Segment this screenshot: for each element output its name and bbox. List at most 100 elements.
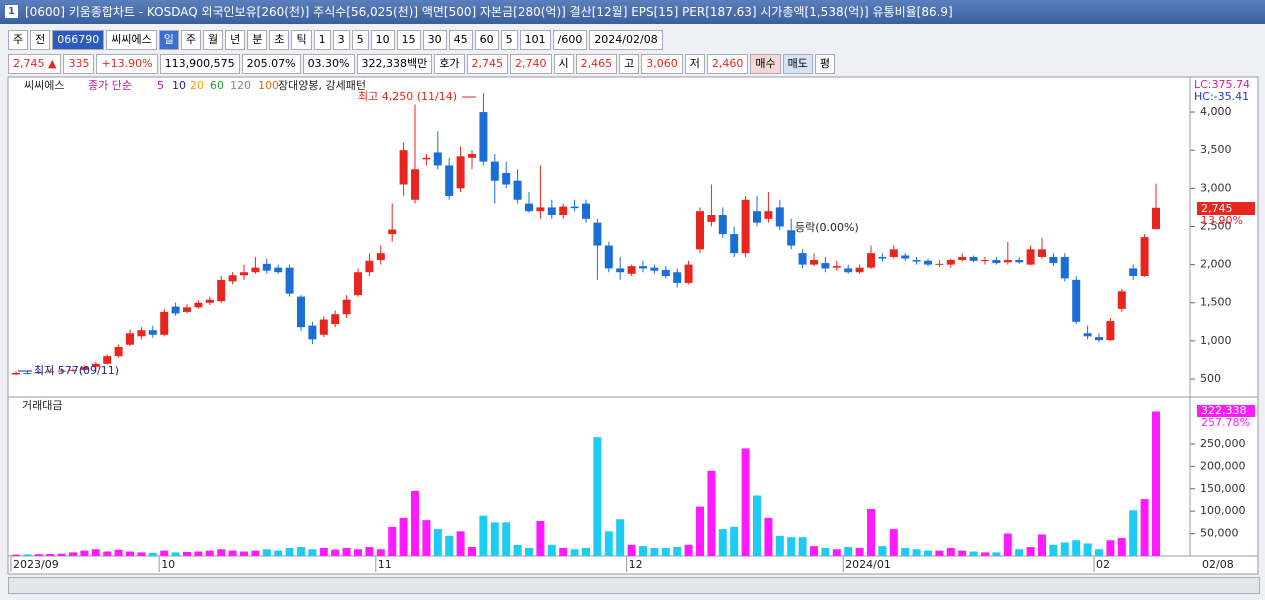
toolbar-button[interactable]: 일 (158, 30, 179, 50)
info-field[interactable]: 매도 (782, 54, 813, 74)
x-tick-label: 11 (378, 558, 392, 571)
candle-body (604, 245, 613, 269)
candle-body (57, 370, 66, 372)
volume-bar (844, 547, 853, 556)
toolbar-button[interactable]: 10 (370, 30, 395, 50)
legend-entry: 60 (210, 79, 224, 92)
info-field: 03.30% (302, 54, 355, 74)
info-field: 2,465 (575, 54, 618, 74)
info-field: 2,745 ▲ (8, 54, 62, 74)
toolbar-button[interactable]: 초 (269, 30, 290, 50)
candle-body (810, 260, 818, 265)
panel-title: 거래대금 (22, 399, 62, 412)
candle-body (103, 356, 112, 364)
candle-body (251, 267, 260, 273)
candle-body (650, 267, 659, 271)
legend-entry: 10 (172, 79, 186, 92)
candle-body (912, 260, 921, 262)
candle-body (1095, 337, 1103, 341)
volume-bar (274, 550, 283, 556)
x-end-label: 02/08 (1202, 558, 1234, 571)
candle-body (490, 161, 499, 181)
toolbar-button[interactable]: 45 (448, 30, 473, 50)
volume-bar (205, 550, 214, 556)
volume-bar (1106, 540, 1115, 556)
toolbar-button[interactable]: 60 (474, 30, 499, 50)
volume-bar (91, 549, 100, 556)
candle-body (479, 112, 488, 162)
title-bar: 1 [0600] 키움종합차트 - KOSDAQ 외국인보유[260(천)] 주식… (0, 0, 1265, 24)
app-icon: 1 (5, 5, 18, 18)
toolbar-button[interactable]: 5 (351, 30, 369, 50)
candle-body (1083, 333, 1092, 337)
volume-bar (297, 547, 305, 556)
toolbar-button[interactable]: 066790 (52, 30, 105, 50)
toolbar-button[interactable]: 월 (202, 30, 224, 50)
toolbar-button[interactable]: 15 (396, 30, 421, 50)
volume-bar (1095, 549, 1103, 556)
toolbar-button[interactable]: 5 (500, 30, 518, 50)
candle-body (1026, 249, 1035, 265)
volume-bar (684, 544, 693, 556)
candle-body (753, 211, 761, 223)
toolbar-button[interactable]: 주 (180, 30, 201, 50)
y-tick-label: 250,000 (1200, 437, 1246, 450)
toolbar-button[interactable]: 1 (313, 30, 331, 50)
toolbar-button[interactable]: 101 (519, 30, 551, 50)
volume-bar (889, 529, 898, 556)
info-field[interactable]: 평 (814, 54, 835, 74)
volume-bar (251, 550, 260, 556)
hc-label: HC:-35.41 (1194, 90, 1249, 103)
legend-entry: 5 (157, 79, 164, 92)
volume-bar (582, 547, 590, 556)
volume-bar (1038, 534, 1046, 556)
toolbar-button[interactable]: 년 (225, 30, 246, 50)
info-field: 2,740 (510, 54, 552, 74)
chart-frame (7, 76, 1259, 575)
x-tick-label: 10 (161, 558, 175, 571)
candle-body (274, 267, 283, 273)
candle-body (798, 253, 807, 265)
volume-bar (308, 549, 317, 556)
volume-bar (285, 547, 294, 556)
volume-bar (912, 549, 921, 556)
toolbar-button[interactable]: 전 (30, 30, 51, 50)
volume-bar (388, 526, 397, 556)
candle-body (445, 165, 454, 196)
toolbar-button[interactable]: 주 (8, 30, 29, 50)
scrollbar[interactable] (8, 577, 1260, 594)
volume-bar (753, 495, 761, 556)
low-annotation: 최저 577(09/11) (34, 364, 119, 377)
y-tick-label: 1,000 (1200, 334, 1232, 347)
toolbar-button[interactable]: /600 (552, 30, 588, 50)
y-tick-label: 3,500 (1200, 143, 1232, 156)
toolbar-button[interactable]: 분 (247, 30, 268, 50)
toolbar-button[interactable]: 3 (332, 30, 350, 50)
toolbar-button[interactable]: 30 (422, 30, 447, 50)
candle-body (775, 207, 784, 227)
volume-bar (707, 470, 716, 556)
candle-body (433, 152, 442, 166)
toolbar-button[interactable]: 씨씨에스 (106, 30, 157, 50)
candle-body (137, 330, 146, 337)
volume-bar (217, 549, 226, 556)
candle-body (559, 206, 568, 216)
candle-body (205, 299, 214, 303)
candle-body (308, 325, 317, 340)
volume-bar (650, 547, 659, 556)
candle-body (1140, 237, 1149, 277)
candle-body (855, 267, 864, 273)
candle-body (160, 311, 169, 335)
toolbar-button[interactable]: 틱 (291, 30, 312, 50)
toolbar-button[interactable]: 2024/02/08 (589, 30, 663, 50)
legend-entry: 100 (258, 79, 279, 92)
legend-entry: 장대양봉, 강세패턴 (278, 79, 366, 92)
candle-body (513, 180, 522, 200)
candle-body (91, 363, 100, 367)
candle-body (319, 319, 328, 335)
volume-bar (673, 547, 682, 556)
volume-bar (1140, 499, 1149, 556)
candle-body (547, 207, 556, 216)
candle-body (730, 234, 739, 254)
info-field[interactable]: 매수 (750, 54, 781, 74)
